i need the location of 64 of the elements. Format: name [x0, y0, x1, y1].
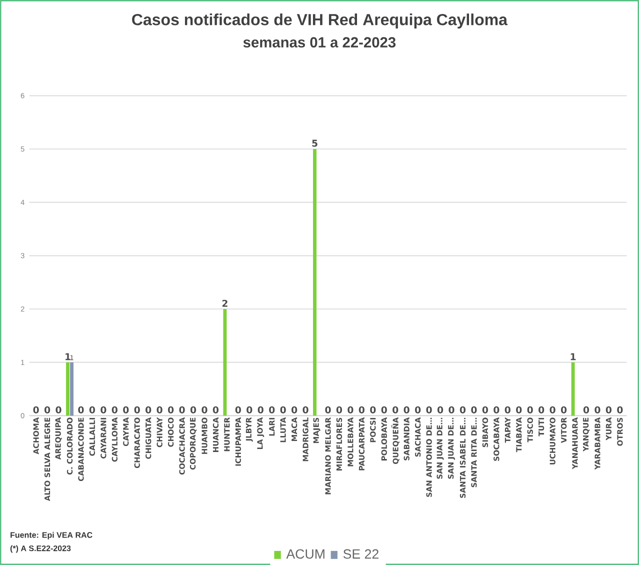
data-label: 2 [222, 300, 228, 307]
data-label: 0 [404, 406, 410, 414]
chart-title: Casos notificados de VIH Red Arequipa Caylloma [132, 14, 508, 28]
data-label: 0 [100, 406, 106, 414]
text: (*) A S.E22-2023 [10, 545, 71, 553]
data-label: 0 [527, 406, 533, 414]
bar [313, 149, 317, 416]
data-label: 0 [78, 406, 84, 414]
bar [223, 309, 227, 416]
data-label: 0 [44, 406, 50, 414]
data-label: 0 [606, 406, 612, 414]
data-label: 0 [504, 406, 510, 414]
data-label: 0 [538, 406, 544, 414]
data-label: 0 [112, 406, 118, 414]
data-label: 0 [179, 406, 185, 414]
data-label: 0 [392, 406, 398, 414]
bar [70, 362, 74, 416]
data-label: 0 [336, 406, 342, 414]
data-label: 1 [66, 353, 70, 360]
data-label: 0 [269, 406, 275, 414]
data-label: 0 [33, 406, 39, 414]
data-label: 0 [494, 406, 500, 414]
data-label: 0 [123, 406, 129, 414]
data-label: 0 [190, 406, 196, 414]
data-label: 0 [146, 406, 152, 414]
data-label: 0 [292, 406, 298, 414]
data-label: 0 [381, 406, 387, 414]
data-label: 0 [617, 406, 623, 414]
data-label: 0 [471, 406, 477, 414]
data-label: 0 [156, 406, 162, 414]
data-label: 0 [437, 406, 444, 414]
legend-label: SE 22 [343, 549, 378, 559]
data-label: 0 [348, 406, 354, 414]
data-label: 0 [426, 406, 432, 414]
bar [66, 362, 70, 416]
data-label: 0 [460, 406, 466, 414]
data-label: 0 [448, 406, 454, 414]
data-label: 0 [516, 406, 522, 414]
chart-subtitle: semanas 01 a 22-2023 [243, 37, 396, 48]
data-label: 1 [570, 353, 576, 360]
data-label: 0 [235, 406, 241, 414]
data-label: 0 [246, 406, 252, 414]
data-label: 0 [358, 406, 364, 414]
data-label: 0 [168, 406, 174, 414]
data-label: 0 [325, 406, 331, 414]
data-label: 0 [212, 406, 219, 414]
data-label: 0 [280, 406, 286, 414]
data-label: 0 [89, 406, 96, 414]
data-label: 0 [482, 406, 488, 414]
data-label: 0 [594, 406, 600, 414]
data-label: 0 [560, 406, 567, 414]
data-label: 5 [312, 140, 318, 147]
data-label: 0 [370, 406, 376, 414]
data-label: 0 [302, 406, 308, 414]
data-label: 0 [56, 406, 62, 414]
data-label: 0 [134, 406, 140, 414]
source-note: Fuente: Epi VEA RAC [10, 532, 92, 540]
legend-label: ACUM [286, 549, 324, 559]
bar [571, 362, 575, 416]
data-label: 0 [258, 406, 264, 414]
data-label: 0 [550, 406, 556, 414]
data-label: 0 [415, 406, 421, 414]
data-label: 0 [202, 406, 208, 414]
data-label: 0 [583, 406, 590, 414]
